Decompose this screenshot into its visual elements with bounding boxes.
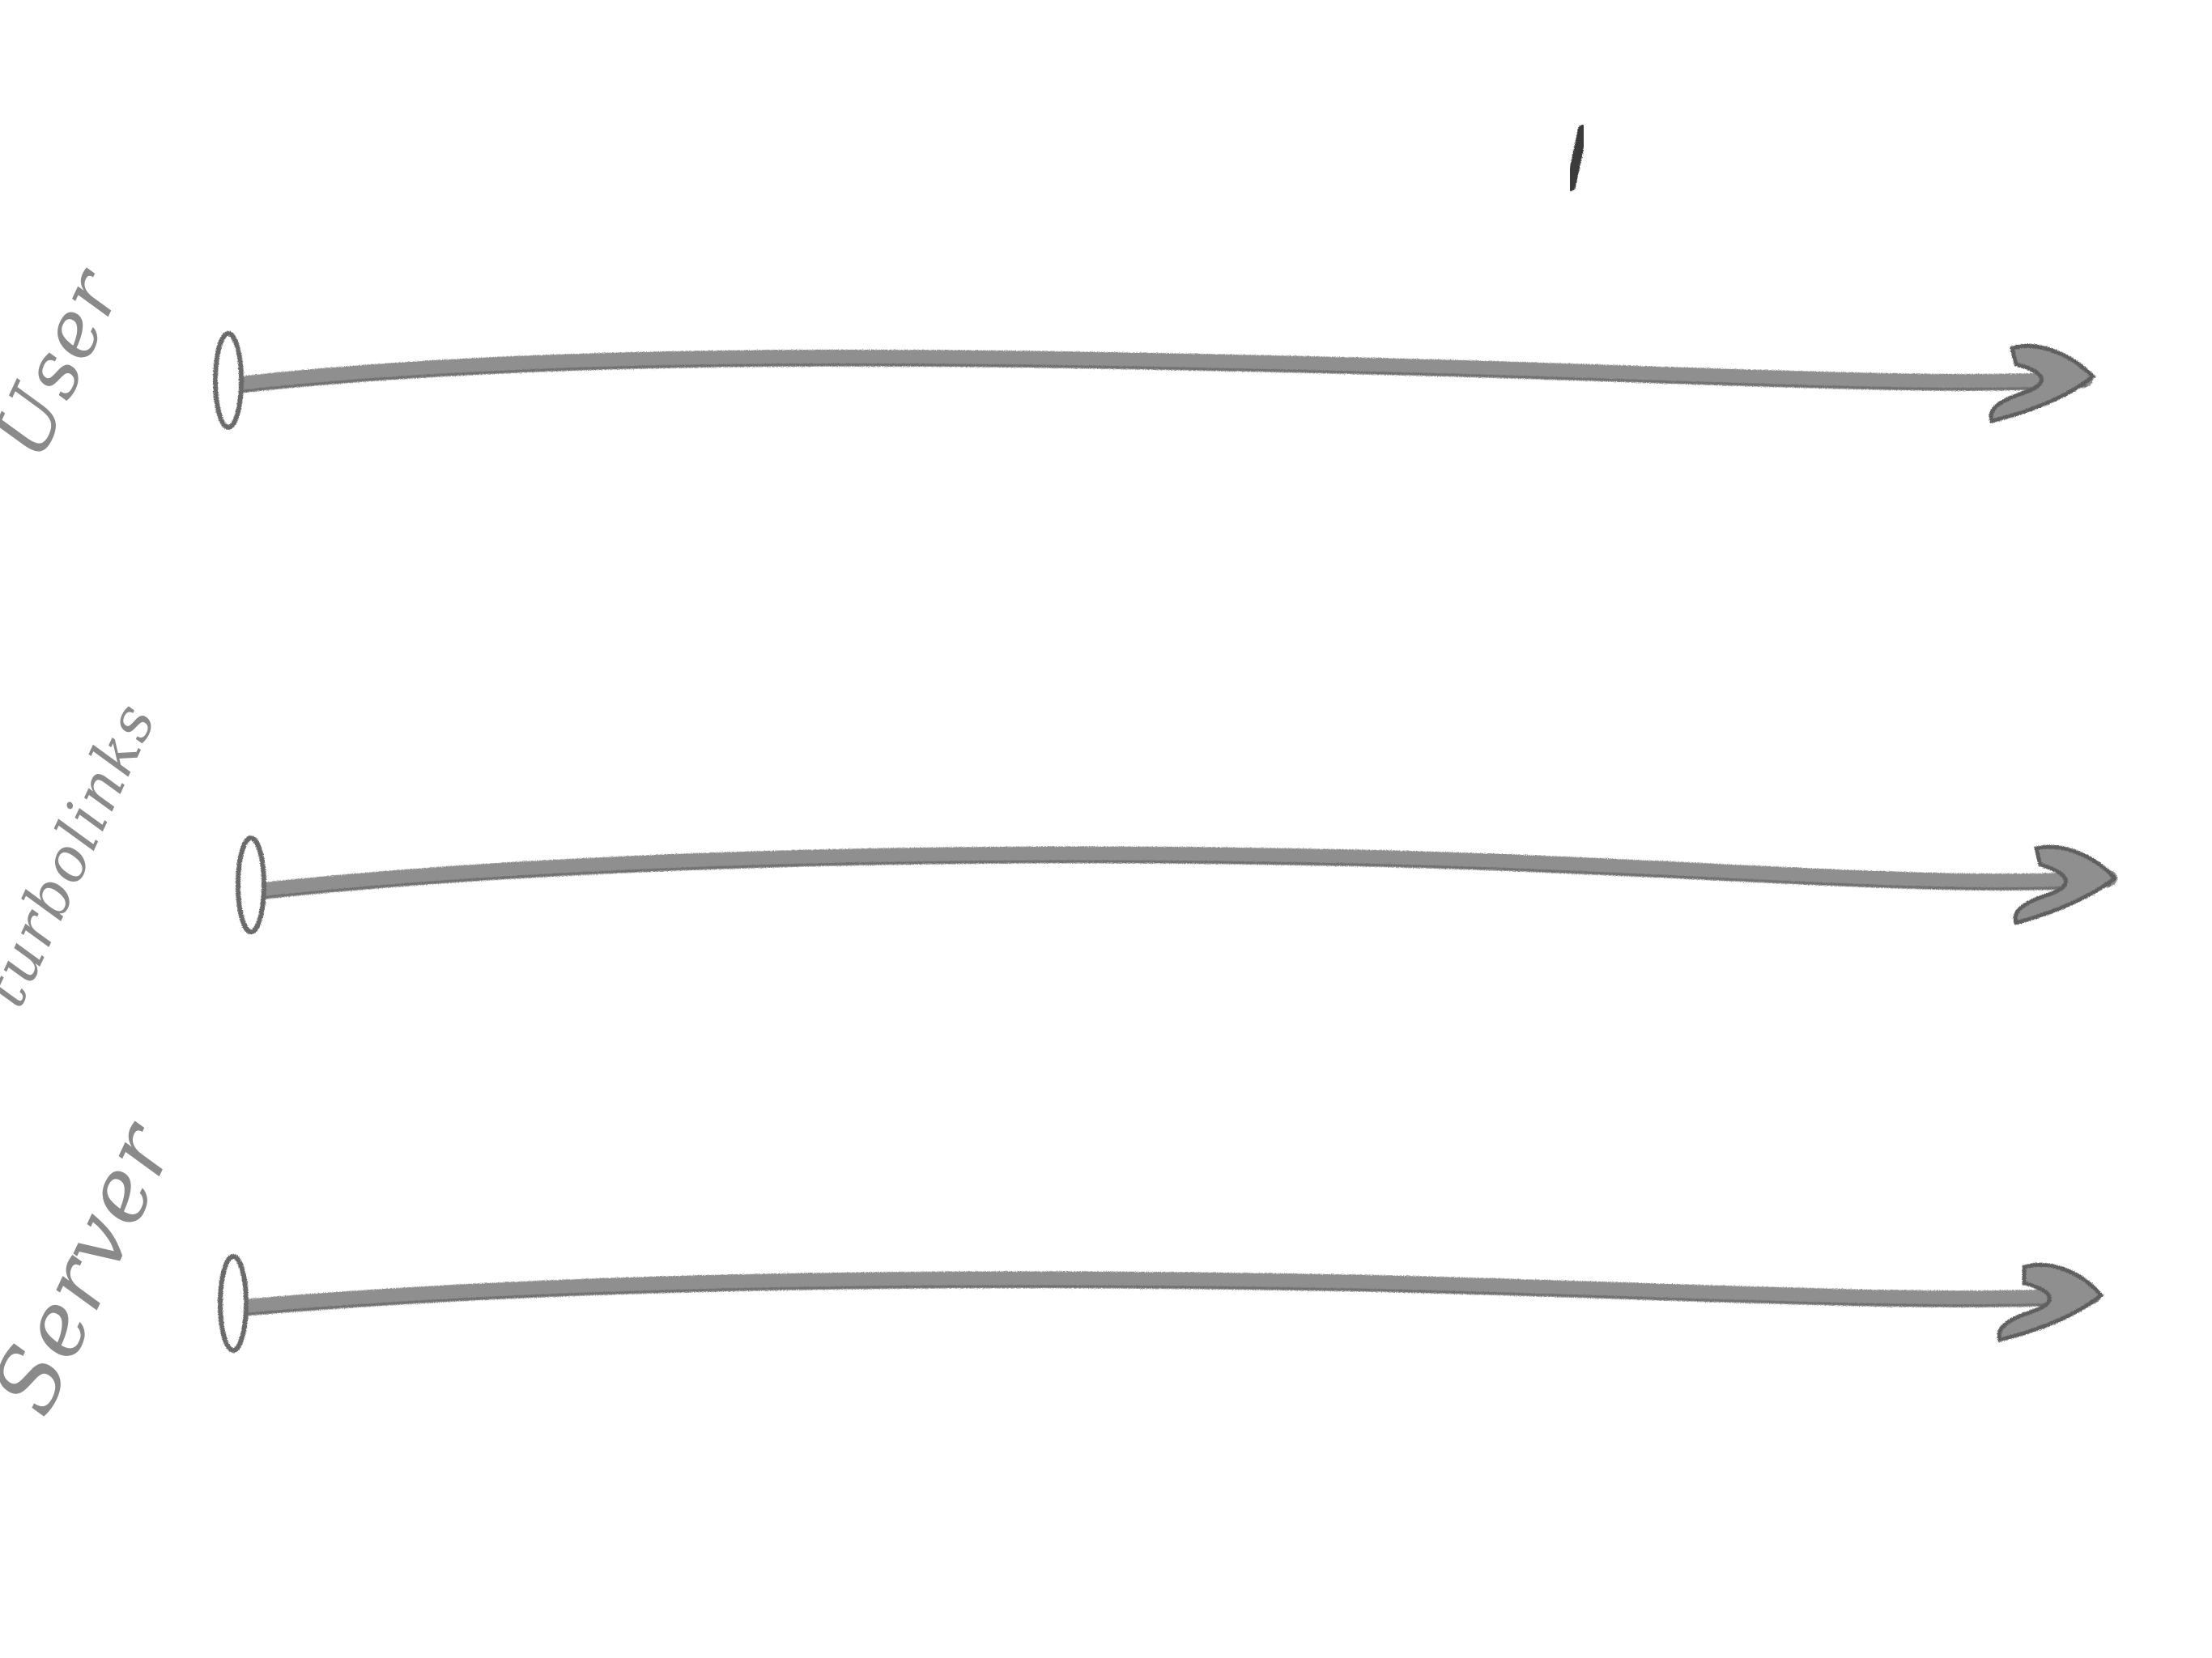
arrowhead-icon [2013, 844, 2118, 926]
timeline-user-line [231, 349, 2093, 393]
lane-turbolinks [236, 835, 2118, 934]
oval-cap-icon [213, 331, 244, 430]
arrowhead-icon [1997, 1262, 2104, 1342]
lane-user [213, 331, 2096, 430]
pencil-tick-icon [1566, 125, 1588, 191]
oval-cap-icon [236, 835, 266, 934]
timeline-turbolinks-line [255, 846, 2117, 899]
lane-server [218, 1254, 2104, 1353]
oval-cap-icon [218, 1254, 249, 1353]
arrowhead-icon [1989, 343, 2096, 423]
timeline-server-line [235, 1271, 2101, 1316]
